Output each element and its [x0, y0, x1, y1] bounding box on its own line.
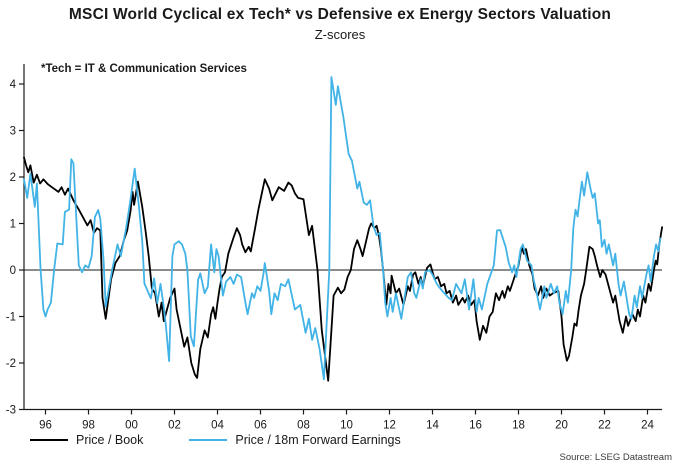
x-tick-label: 20: [555, 420, 568, 432]
y-tick-label: 0: [10, 265, 16, 277]
legend-item-price-book: Price / Book: [30, 433, 143, 447]
y-tick-label: 2: [10, 172, 16, 184]
y-tick-label: -2: [6, 358, 16, 370]
x-tick-label: 00: [125, 420, 138, 432]
x-tick-label: 14: [426, 420, 439, 432]
legend-item-forward-earnings: Price / 18m Forward Earnings: [189, 433, 401, 447]
y-tick-label: -1: [6, 312, 16, 324]
chart-title: MSCI World Cyclical ex Tech* vs Defensiv…: [68, 6, 612, 23]
footnote-annotation: *Tech = IT & Communication Services: [41, 63, 247, 75]
x-tick-label: 16: [469, 420, 482, 432]
black-line-swatch: [30, 439, 68, 441]
legend: Price / Book Price / 18m Forward Earning…: [30, 433, 401, 447]
x-tick-label: 06: [254, 420, 267, 432]
forward-earnings-line: [23, 76, 662, 381]
x-tick-label: 10: [340, 420, 353, 432]
y-tick-label: -3: [6, 405, 16, 417]
x-tick-label: 24: [641, 420, 654, 432]
x-tick-label: 98: [82, 420, 95, 432]
x-tick-label: 12: [383, 420, 396, 432]
x-tick-label: 18: [512, 420, 525, 432]
legend-label-price-book: Price / Book: [76, 433, 144, 447]
x-tick-label: 22: [598, 420, 611, 432]
x-tick-label: 96: [39, 420, 52, 432]
chart-subtitle: Z-scores: [314, 27, 366, 42]
y-tick-label: 3: [10, 126, 16, 138]
x-tick-label: 08: [297, 420, 310, 432]
price-book-line: [23, 156, 663, 382]
x-tick-label: 02: [168, 420, 181, 432]
y-tick-label: 1: [10, 219, 16, 231]
y-tick-label: 4: [10, 79, 17, 91]
x-tick-label: 04: [211, 420, 224, 432]
source-credit: Source: LSEG Datastream: [559, 452, 672, 463]
legend-label-forward-earnings: Price / 18m Forward Earnings: [235, 433, 401, 447]
blue-line-swatch: [189, 439, 228, 441]
